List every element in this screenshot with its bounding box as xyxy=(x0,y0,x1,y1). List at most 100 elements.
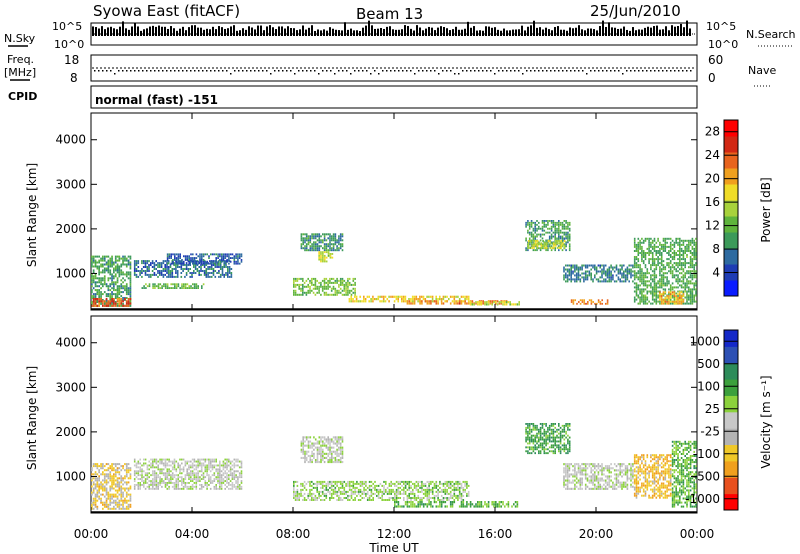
data-cell xyxy=(453,300,456,303)
data-cell xyxy=(184,482,187,484)
data-cell xyxy=(170,460,172,463)
data-cell xyxy=(205,264,208,266)
data-cell xyxy=(152,466,154,469)
data-cell xyxy=(312,497,315,499)
data-cell xyxy=(229,480,232,482)
data-cell xyxy=(430,302,432,305)
data-cell xyxy=(146,270,149,272)
data-cell xyxy=(641,270,643,273)
data-cell xyxy=(547,221,549,224)
data-cell xyxy=(105,489,108,492)
data-cell xyxy=(166,487,169,490)
data-cell xyxy=(535,242,537,245)
data-cell xyxy=(102,300,104,303)
data-cell xyxy=(198,273,200,276)
data-cell xyxy=(642,254,645,256)
nave-dot xyxy=(338,70,340,72)
data-cell xyxy=(619,272,621,275)
data-cell xyxy=(689,274,692,277)
data-cell xyxy=(111,497,113,500)
nave-dot xyxy=(194,70,196,72)
data-cell xyxy=(329,247,331,250)
data-cell xyxy=(129,487,132,490)
data-cell xyxy=(343,289,346,292)
data-cell xyxy=(332,281,335,284)
data-cell xyxy=(361,484,364,487)
data-cell xyxy=(403,486,405,489)
data-cell xyxy=(148,484,150,486)
data-cell xyxy=(338,497,340,499)
data-cell xyxy=(211,480,214,482)
data-cell xyxy=(563,220,566,222)
data-cell xyxy=(188,255,190,258)
data-cell xyxy=(673,293,676,296)
data-cell xyxy=(305,488,308,491)
data-cell xyxy=(320,258,322,261)
data-cell xyxy=(193,478,196,480)
data-cell xyxy=(615,280,618,283)
data-cell xyxy=(536,220,538,222)
data-cell xyxy=(302,484,304,487)
data-cell xyxy=(671,252,674,254)
data-cell xyxy=(226,460,228,463)
data-cell xyxy=(417,484,419,487)
data-cell xyxy=(536,240,539,243)
data-cell xyxy=(651,290,654,293)
data-cell xyxy=(556,227,558,230)
data-cell xyxy=(408,482,410,485)
data-cell xyxy=(313,456,315,459)
data-cell xyxy=(219,462,221,465)
data-cell xyxy=(651,247,654,250)
data-cell xyxy=(604,264,607,267)
data-cell xyxy=(120,279,123,282)
data-cell xyxy=(679,241,681,244)
data-cell xyxy=(343,492,346,495)
data-cell xyxy=(129,475,132,478)
data-cell xyxy=(125,507,128,510)
data-cell xyxy=(679,278,681,281)
data-cell xyxy=(237,480,239,482)
data-cell xyxy=(240,255,243,258)
data-cell xyxy=(385,480,387,483)
data-cell xyxy=(116,483,119,486)
data-cell xyxy=(103,465,106,468)
data-cell xyxy=(411,298,414,301)
data-cell xyxy=(648,245,650,248)
data-cell xyxy=(691,274,694,277)
data-cell xyxy=(679,280,681,283)
data-cell xyxy=(339,459,342,462)
data-cell xyxy=(172,259,174,261)
data-cell xyxy=(318,281,320,284)
data-cell xyxy=(534,223,536,226)
data-cell xyxy=(109,471,112,474)
data-cell xyxy=(293,289,295,292)
data-cell xyxy=(644,300,647,303)
data-cell xyxy=(222,472,225,475)
data-cell xyxy=(137,262,140,265)
data-cell xyxy=(118,503,121,506)
data-cell xyxy=(141,270,143,272)
data-cell xyxy=(339,235,342,238)
data-cell xyxy=(633,266,636,269)
data-cell xyxy=(675,270,677,273)
data-cell xyxy=(583,280,585,283)
data-cell xyxy=(322,239,324,242)
data-cell xyxy=(159,468,161,471)
data-cell xyxy=(309,480,311,483)
data-cell xyxy=(549,240,552,243)
data-cell xyxy=(304,233,306,236)
data-cell xyxy=(100,473,102,476)
data-cell xyxy=(231,478,234,480)
data-cell xyxy=(192,287,194,289)
data-cell xyxy=(188,287,190,289)
data-cell xyxy=(635,298,638,301)
data-cell xyxy=(542,244,544,247)
data-cell xyxy=(329,235,331,238)
data-cell xyxy=(666,302,668,305)
data-cell xyxy=(96,291,99,294)
data-cell xyxy=(565,245,567,248)
data-cell xyxy=(105,491,108,494)
data-cell xyxy=(413,497,416,499)
data-cell xyxy=(177,476,179,479)
data-cell xyxy=(109,289,112,292)
